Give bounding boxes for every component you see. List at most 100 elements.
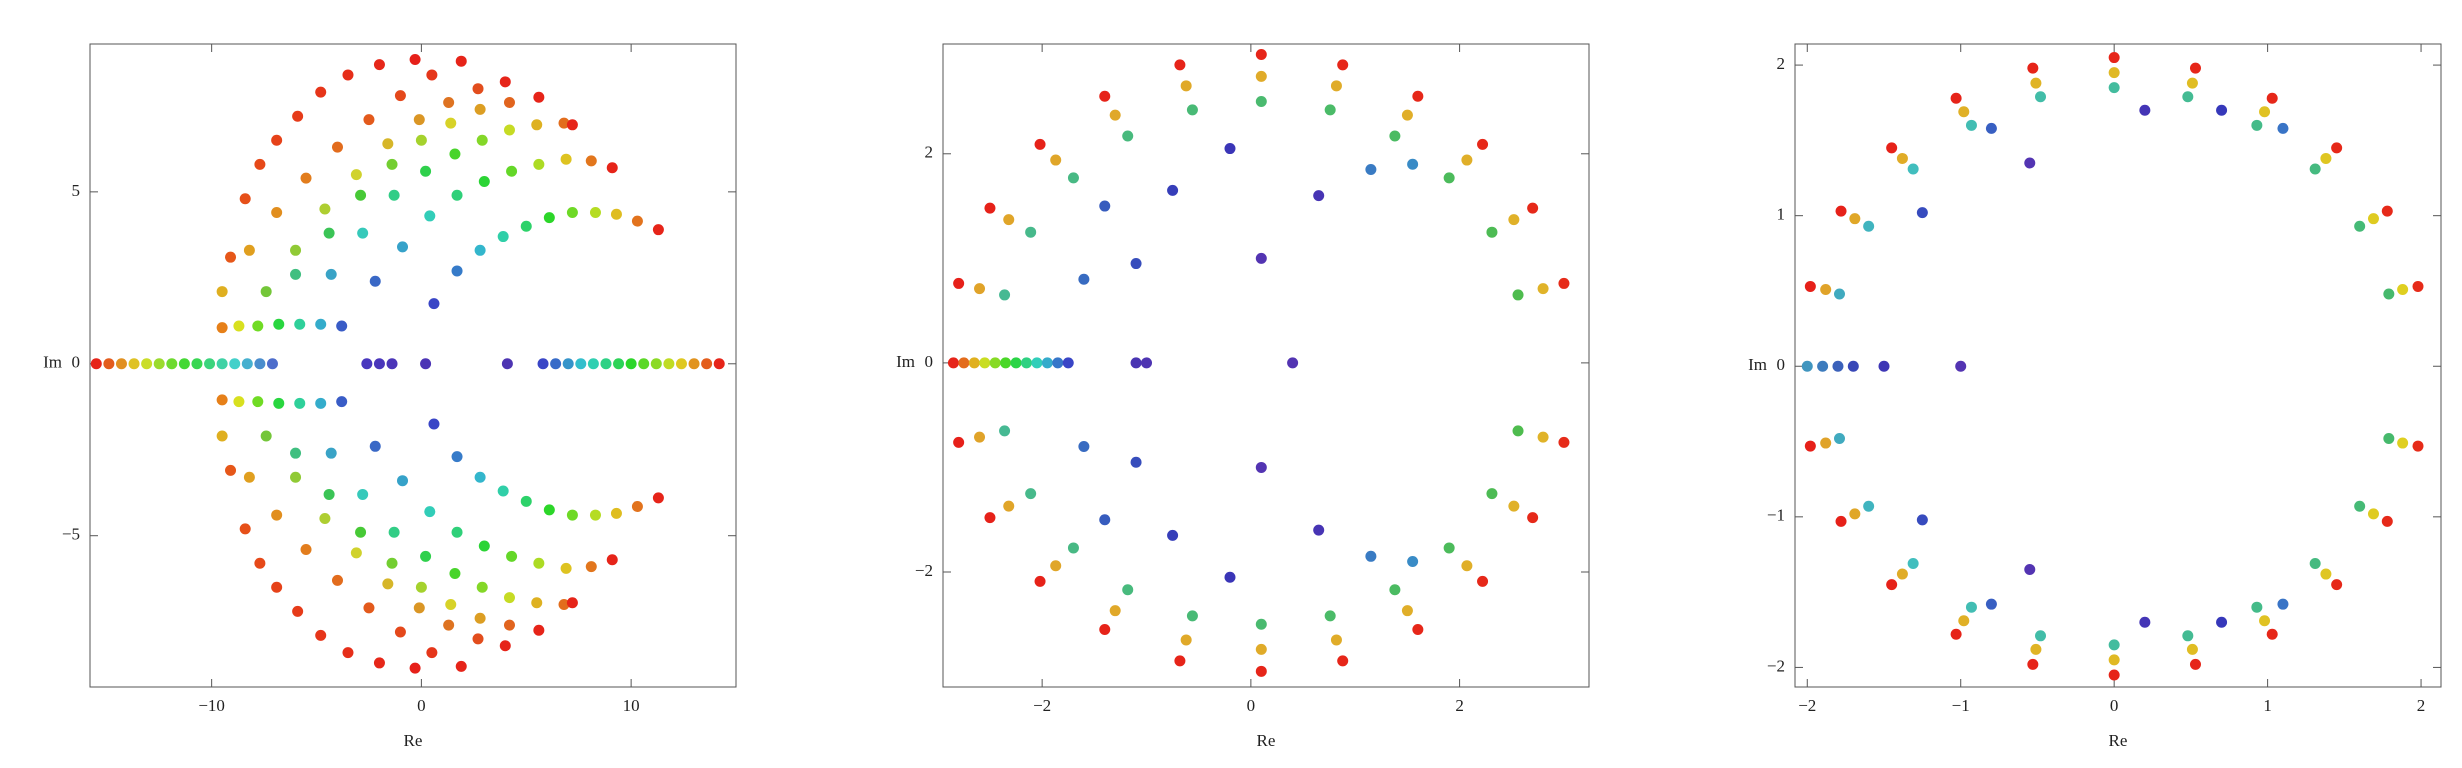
point	[1020, 357, 1032, 369]
point	[1955, 360, 1967, 372]
point	[2381, 515, 2393, 527]
point	[999, 289, 1011, 301]
point	[543, 212, 555, 224]
point	[1099, 514, 1111, 526]
point	[1537, 283, 1549, 295]
point	[1907, 163, 1919, 175]
point	[428, 418, 440, 430]
point	[663, 358, 675, 370]
y-tick-label: 2	[1777, 54, 1786, 73]
point	[2320, 152, 2332, 164]
point	[1000, 357, 1012, 369]
point	[241, 358, 253, 370]
point	[252, 320, 264, 332]
point	[2216, 616, 2228, 628]
point	[178, 358, 190, 370]
point	[506, 550, 518, 562]
point	[587, 358, 599, 370]
point	[315, 397, 327, 409]
point	[300, 172, 312, 184]
point	[369, 275, 381, 287]
point	[1401, 605, 1413, 617]
point	[290, 244, 302, 256]
point	[2108, 67, 2120, 79]
point	[558, 598, 570, 610]
point	[1401, 109, 1413, 121]
point	[216, 430, 228, 442]
point	[499, 640, 511, 652]
point	[336, 320, 348, 332]
point	[319, 513, 331, 525]
point	[2367, 508, 2379, 520]
point	[397, 241, 409, 253]
point	[1034, 575, 1046, 587]
point	[369, 440, 381, 452]
point	[363, 602, 375, 614]
point	[701, 358, 713, 370]
point	[1078, 441, 1090, 453]
point	[520, 495, 532, 507]
point	[1965, 119, 1977, 131]
y-tick-label: −5	[62, 525, 80, 544]
point	[449, 148, 461, 160]
point	[355, 189, 367, 201]
point	[503, 124, 515, 136]
point	[260, 430, 272, 442]
point	[1412, 623, 1424, 635]
point	[1330, 80, 1342, 92]
point	[533, 91, 545, 103]
point	[2381, 205, 2393, 217]
point	[1477, 575, 1489, 587]
point	[1099, 200, 1111, 212]
point	[713, 358, 725, 370]
point	[409, 53, 421, 65]
point	[1224, 143, 1236, 155]
point	[1255, 96, 1267, 108]
point	[271, 509, 283, 521]
point	[1443, 172, 1455, 184]
point	[357, 227, 369, 239]
point	[1508, 500, 1520, 512]
point	[260, 286, 272, 298]
point	[1461, 560, 1473, 572]
point	[1180, 80, 1192, 92]
point	[947, 357, 959, 369]
point	[1907, 558, 1919, 570]
point	[336, 396, 348, 408]
point	[216, 286, 228, 298]
y-axis-label: Im	[1748, 355, 1767, 374]
point	[1067, 542, 1079, 554]
point	[1512, 425, 1524, 437]
point	[1224, 571, 1236, 583]
point	[974, 283, 986, 295]
point	[397, 475, 409, 487]
point	[273, 318, 285, 330]
point	[1287, 357, 1299, 369]
point	[1886, 579, 1898, 591]
point	[2186, 77, 2198, 89]
point	[1255, 461, 1267, 473]
point	[1965, 601, 1977, 613]
point	[1443, 542, 1455, 554]
point	[531, 119, 543, 131]
point	[1389, 130, 1401, 142]
point	[1313, 190, 1325, 202]
point	[474, 612, 486, 624]
point	[1122, 584, 1134, 596]
point	[451, 189, 463, 201]
x-tick-label: 2	[1455, 696, 1464, 715]
point	[2186, 643, 2198, 655]
point	[1820, 437, 1832, 449]
point	[216, 394, 228, 406]
plot-frame	[89, 43, 737, 688]
point	[566, 119, 578, 131]
point	[2108, 639, 2120, 651]
point	[1486, 226, 1498, 238]
point	[294, 397, 306, 409]
y-tick-label: 0	[925, 352, 934, 371]
point	[533, 158, 545, 170]
point	[650, 358, 662, 370]
point	[1832, 360, 1844, 372]
point	[455, 660, 467, 672]
point	[254, 158, 266, 170]
